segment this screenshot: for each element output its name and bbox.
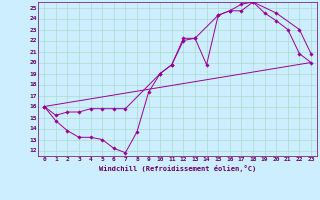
X-axis label: Windchill (Refroidissement éolien,°C): Windchill (Refroidissement éolien,°C): [99, 165, 256, 172]
